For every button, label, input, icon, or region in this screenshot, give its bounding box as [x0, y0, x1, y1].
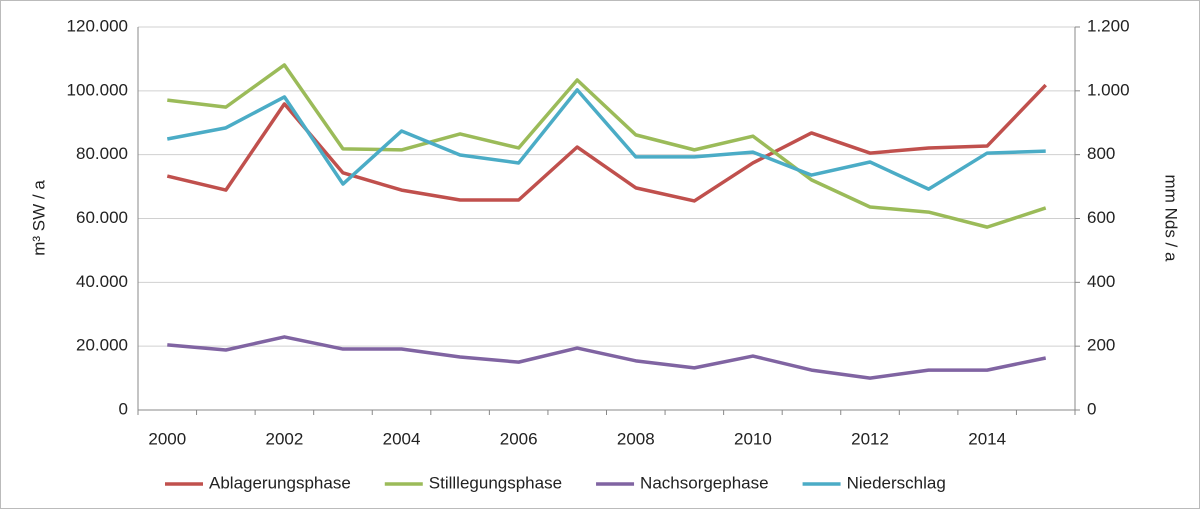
x-tick-label: 2010 — [734, 429, 772, 448]
y-tick-label: 20.000 — [76, 336, 128, 355]
x-tick-label: 2004 — [383, 429, 421, 448]
y-tick-label: 120.000 — [67, 16, 128, 35]
x-tick-label: 2000 — [148, 429, 186, 448]
x-tick-label: 2008 — [617, 429, 655, 448]
y-tick-label: 80.000 — [76, 144, 128, 163]
x-tick-label: 2002 — [265, 429, 303, 448]
y2-tick-label: 800 — [1087, 144, 1115, 163]
series-line — [167, 63, 1047, 229]
y2-axis-label: mm Nds / a — [1162, 175, 1181, 262]
y2-tick-label: 1.200 — [1087, 16, 1130, 35]
y-axis-label: m³ SW / a — [29, 180, 48, 256]
legend-label: Ablagerungsphase — [209, 473, 351, 492]
y-tick-label: 100.000 — [67, 80, 128, 99]
y2-tick-label: 1.000 — [1087, 80, 1130, 99]
legend-label: Niederschlag — [847, 473, 946, 492]
x-tick-label: 2012 — [851, 429, 889, 448]
series-line — [167, 335, 1047, 380]
y2-tick-label: 400 — [1087, 272, 1115, 291]
y-tick-label: 0 — [119, 399, 128, 418]
x-tick-label: 2014 — [968, 429, 1006, 448]
series-line — [166, 88, 1046, 191]
x-tick-label: 2006 — [500, 429, 538, 448]
legend-label: Stilllegungsphase — [429, 473, 562, 492]
y-tick-label: 60.000 — [76, 208, 128, 227]
y2-tick-label: 600 — [1087, 208, 1115, 227]
y2-tick-label: 200 — [1087, 336, 1115, 355]
y2-tick-label: 0 — [1087, 399, 1096, 418]
y-tick-label: 40.000 — [76, 272, 128, 291]
legend-label: Nachsorgephase — [640, 473, 769, 492]
